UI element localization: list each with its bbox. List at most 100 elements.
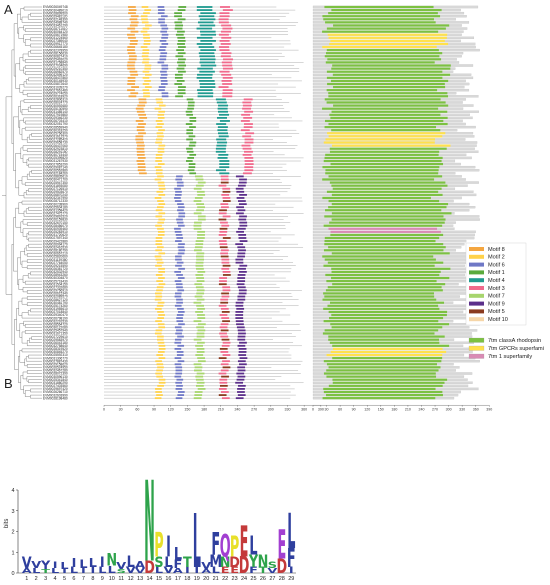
motif-block <box>175 255 182 258</box>
motif-legend-label: Motif 1 <box>488 270 505 276</box>
domain-legend-swatch <box>468 337 485 343</box>
motif-block <box>242 135 252 138</box>
gene-id-label: EVM0025283910 <box>43 230 68 234</box>
motif-block <box>235 243 244 246</box>
motif-block <box>174 347 182 350</box>
motif-block <box>244 138 254 141</box>
motif-block <box>237 255 245 258</box>
logo-position-label: 13 <box>137 576 143 582</box>
motif-block <box>143 39 151 42</box>
logo-letter: I <box>72 556 77 571</box>
gene-id-label: EVM0032670150 <box>43 221 68 225</box>
motif-block <box>199 55 215 58</box>
motif-block <box>142 61 149 64</box>
domain-block <box>328 246 446 249</box>
motif-block <box>175 178 183 181</box>
domain-block <box>328 92 448 95</box>
motif-block <box>159 55 167 58</box>
motif-block <box>218 104 229 107</box>
motif-block <box>155 141 162 144</box>
motif-block <box>197 237 205 239</box>
motif-block <box>188 166 196 169</box>
motif-block <box>178 323 185 326</box>
motif-block <box>193 320 202 323</box>
motif-block <box>222 9 233 11</box>
domain-block <box>327 33 448 36</box>
motif-block <box>194 366 203 369</box>
domain-block <box>329 181 446 184</box>
motif-block <box>176 80 185 82</box>
motif-block <box>197 92 214 95</box>
motif-block <box>128 58 137 61</box>
gene-id-label: EVM0029583970 <box>43 338 68 342</box>
motif-block <box>175 369 183 372</box>
motif-block <box>127 6 136 8</box>
motif-block <box>127 46 136 48</box>
domain-axis-tick-label: 210 <box>405 408 411 412</box>
domain-block <box>329 301 445 304</box>
domain-block <box>324 5 434 9</box>
gene-id-label: EVM0025820660 <box>43 255 68 259</box>
motif-block <box>220 329 229 332</box>
logo-letter: L <box>155 565 163 575</box>
logo-position-label: 7 <box>82 576 85 582</box>
motif-axis-tick-label: 30 <box>119 408 123 412</box>
motif-block <box>195 274 204 276</box>
logo-position-label: 17 <box>175 576 181 582</box>
motif-axis-tick-label: 300 <box>268 408 274 412</box>
domain-block <box>330 230 441 233</box>
motif-block <box>144 80 151 82</box>
motif-block <box>199 80 215 82</box>
motif-legend-swatch <box>469 270 484 275</box>
domain-block <box>329 42 449 46</box>
logo-letter: I <box>62 568 67 574</box>
domain-block <box>330 350 447 354</box>
motif-block <box>241 113 251 116</box>
domain-block <box>326 369 439 372</box>
motif-block <box>198 15 215 18</box>
logo-letter: V <box>135 567 145 575</box>
motif-block <box>235 320 244 323</box>
logo-letter: F <box>287 543 296 573</box>
motif-block <box>193 200 202 202</box>
motif-block <box>195 240 204 242</box>
motif-block <box>196 289 205 292</box>
logo-position-label: 29 <box>288 576 294 582</box>
motif-block <box>195 344 203 347</box>
logo-letter: L <box>193 498 201 584</box>
motif-block <box>195 178 204 181</box>
motif-block <box>222 58 233 61</box>
motif-legend-label: Motif 8 <box>488 247 505 253</box>
motif-block <box>193 301 202 304</box>
motif-block <box>197 314 205 316</box>
motif-block <box>196 27 213 30</box>
motif-block <box>155 224 162 227</box>
motif-block <box>178 64 187 67</box>
gene-id-label: EVM0025341840 <box>43 378 68 382</box>
motif-block <box>158 267 165 270</box>
motif-block <box>174 363 182 366</box>
logo-letter: L <box>108 563 116 575</box>
gene-id-label: EVM0028712330 <box>43 199 68 203</box>
motif-block <box>158 277 165 279</box>
gene-id-label: EVM0030667210 <box>43 252 68 256</box>
motif-block <box>222 92 233 95</box>
motif-block <box>174 280 182 283</box>
motif-block <box>219 163 230 165</box>
motif-block <box>174 15 182 18</box>
motif-block <box>155 391 162 393</box>
motif-block <box>196 332 205 335</box>
gene-id-label: EVM0026318920 <box>43 95 68 99</box>
motif-block <box>158 203 166 206</box>
logo-letter: L <box>174 544 182 564</box>
motif-block <box>129 43 138 45</box>
gene-id-label: EVM0033461290 <box>43 24 68 28</box>
motif-block <box>244 166 254 169</box>
domain-block <box>325 289 443 292</box>
domain-block <box>331 144 451 147</box>
motif-block <box>215 98 226 101</box>
motif-block <box>160 80 168 82</box>
motif-block <box>188 163 196 165</box>
motif-block <box>155 172 163 175</box>
